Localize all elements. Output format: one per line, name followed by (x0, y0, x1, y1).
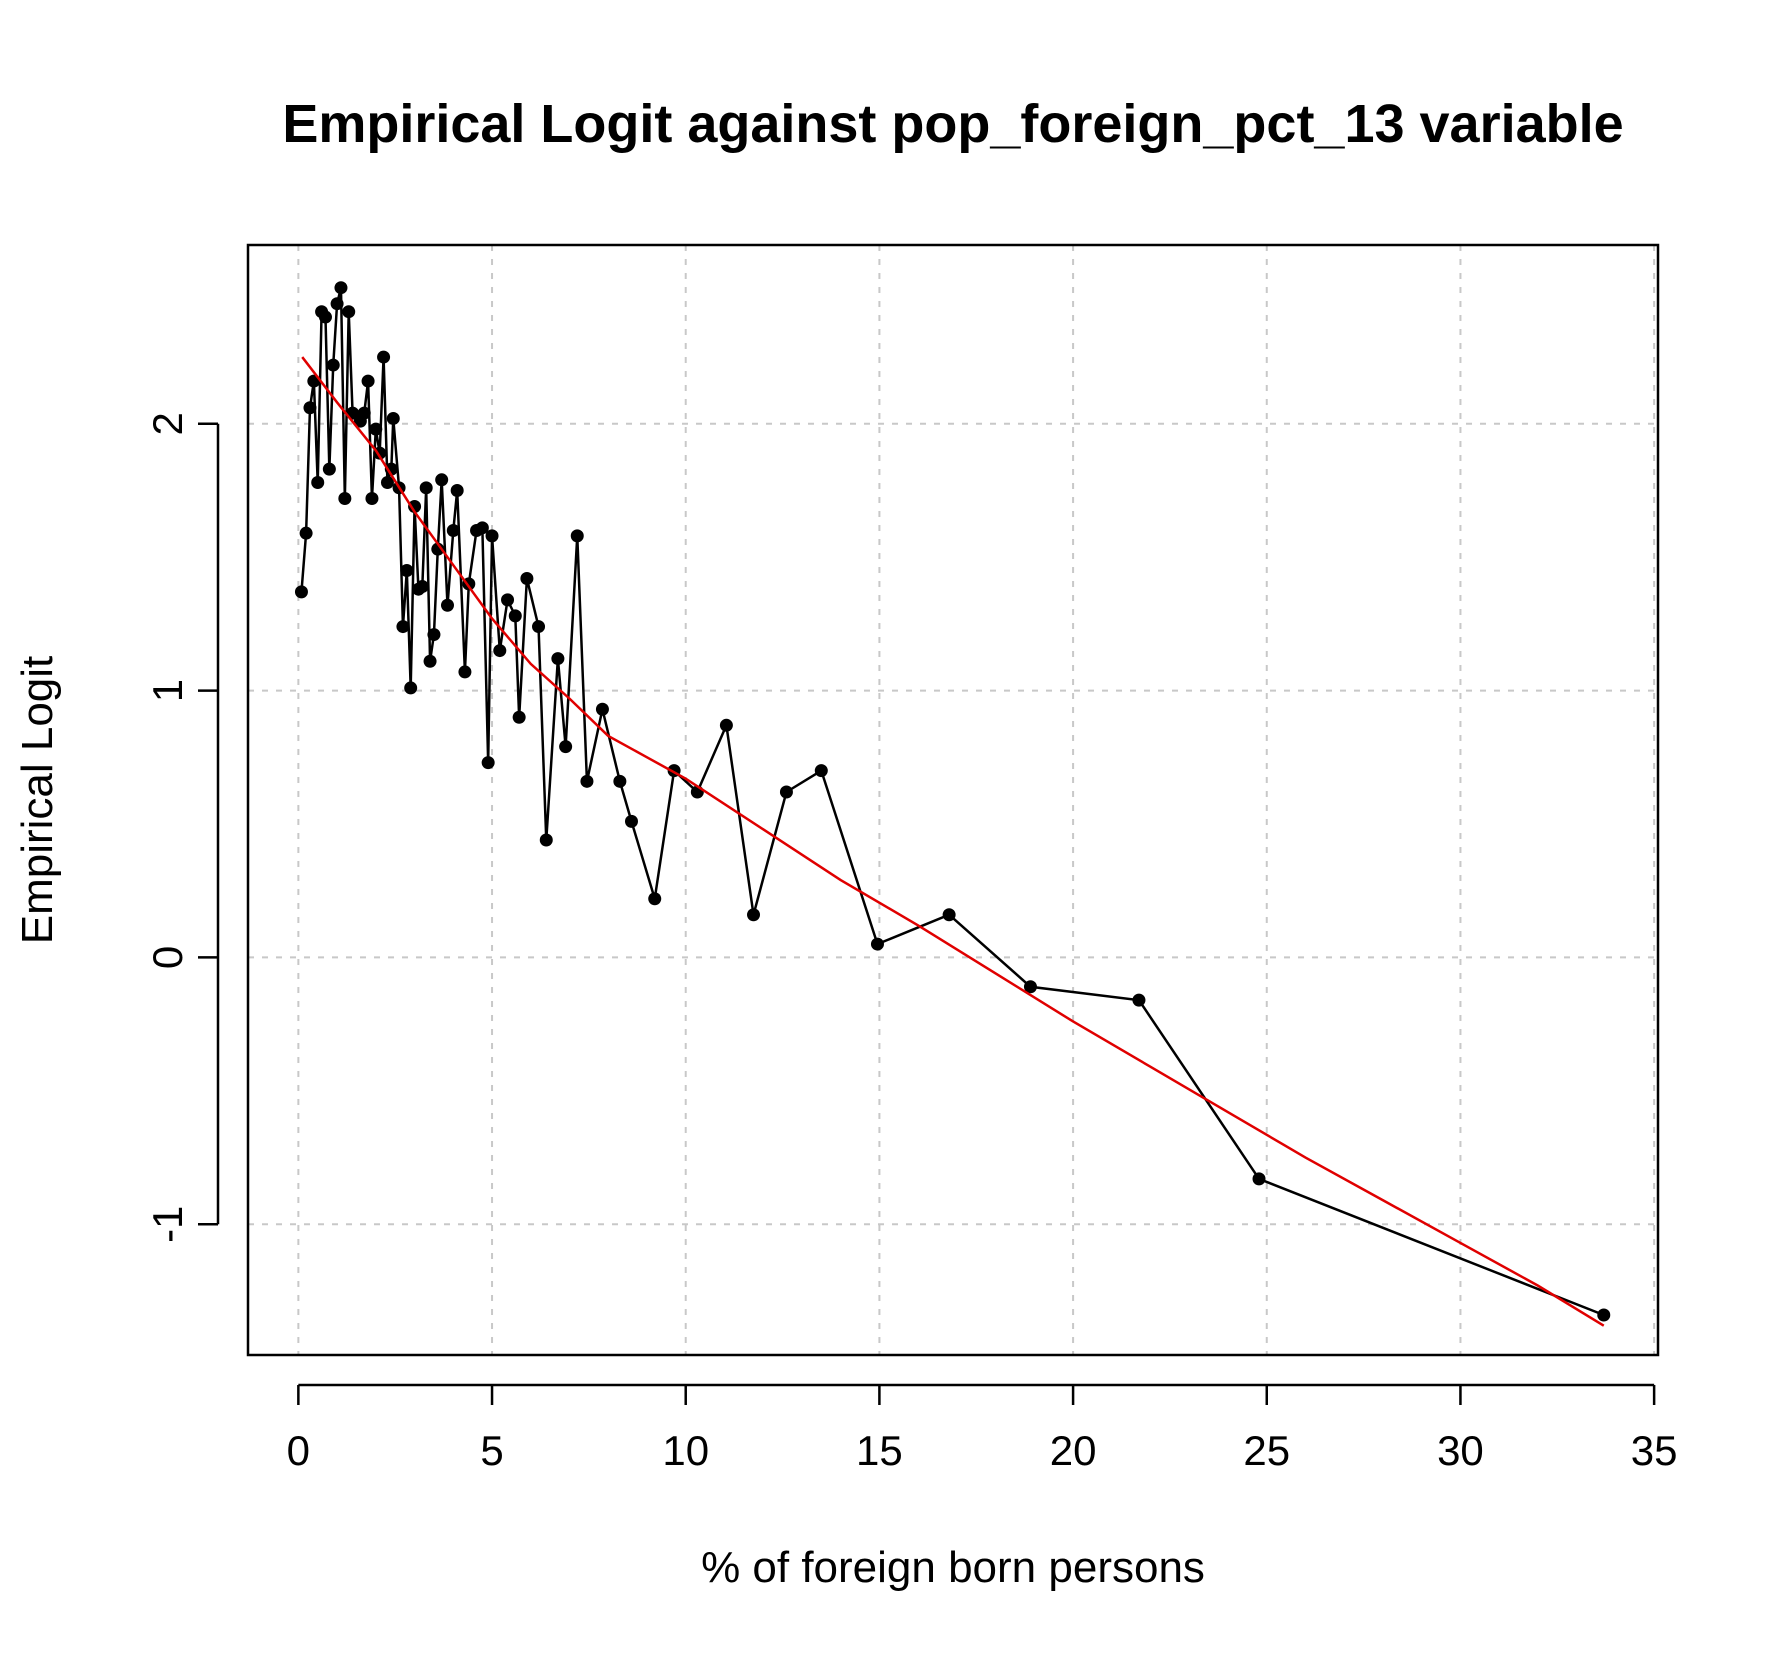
data-point (338, 491, 352, 505)
data-point (380, 475, 394, 489)
data-point (870, 937, 884, 951)
chart-title: Empirical Logit against pop_foreign_pct_… (282, 94, 1623, 154)
data-point (334, 281, 348, 295)
x-tick-label: 30 (1437, 1427, 1484, 1474)
data-point (408, 499, 422, 513)
data-point (532, 620, 546, 634)
data-point (299, 526, 313, 540)
x-tick-label: 20 (1050, 1427, 1097, 1474)
data-point (377, 350, 391, 364)
x-tick-label: 15 (856, 1427, 903, 1474)
data-point (357, 406, 371, 420)
y-tick-label: 1 (144, 679, 191, 702)
data-point (342, 305, 356, 319)
data-point (326, 358, 340, 372)
data-point (330, 297, 344, 311)
data-point (595, 702, 609, 716)
data-point (303, 401, 317, 415)
x-tick-label: 35 (1631, 1427, 1678, 1474)
data-point (365, 491, 379, 505)
data-point (431, 542, 445, 556)
data-point (559, 740, 573, 754)
data-point (512, 710, 526, 724)
data-point (779, 785, 793, 799)
data-point (415, 580, 429, 594)
data-point (440, 598, 454, 612)
smoothed-trend-line (301, 356, 1605, 1327)
x-axis: 0 5 10 15 20 25 30 35 (287, 1383, 1678, 1474)
data-point (311, 475, 325, 489)
data-point (551, 652, 565, 666)
y-tick-label: -1 (144, 1206, 191, 1243)
plot-frame (246, 243, 1660, 1357)
x-tick-label: 10 (662, 1427, 709, 1474)
data-point (520, 572, 534, 586)
data-point (450, 483, 464, 497)
data-point (427, 628, 441, 642)
data-point (570, 529, 584, 543)
data-point (396, 620, 410, 634)
data-point (747, 908, 761, 922)
data-point (942, 908, 956, 922)
y-axis: -1 0 1 2 (144, 412, 220, 1243)
data-point (400, 564, 414, 578)
data-point (719, 718, 733, 732)
x-axis-label: % of foreign born persons (701, 1543, 1205, 1592)
data-point (419, 481, 433, 495)
data-point (361, 374, 375, 388)
data-point (404, 681, 418, 695)
data-point (458, 665, 472, 679)
data-point (508, 609, 522, 623)
data-point (501, 593, 515, 607)
data-point (613, 774, 627, 788)
data-point (1023, 980, 1037, 994)
data-point (493, 644, 507, 658)
data-point (446, 524, 460, 538)
y-axis-label: Empirical Logit (13, 656, 62, 945)
data-point (423, 654, 437, 668)
data-series (294, 281, 1611, 1327)
data-point (814, 764, 828, 778)
x-tick-label: 25 (1243, 1427, 1290, 1474)
data-point (1132, 993, 1146, 1007)
x-tick-label: 5 (480, 1427, 503, 1474)
grid (248, 245, 1658, 1355)
data-point (481, 756, 495, 770)
data-point (475, 521, 489, 535)
data-point (318, 310, 332, 324)
data-point (386, 411, 400, 425)
data-point (539, 833, 553, 847)
data-point (1252, 1172, 1266, 1186)
data-point (1597, 1308, 1611, 1322)
data-point (435, 473, 449, 487)
y-tick-label: 0 (144, 946, 191, 969)
data-point (648, 892, 662, 906)
data-point (294, 585, 308, 599)
y-tick-label: 2 (144, 412, 191, 435)
data-point (384, 462, 398, 476)
data-point (322, 462, 336, 476)
data-point (580, 774, 594, 788)
data-point (485, 529, 499, 543)
x-tick-label: 0 (287, 1427, 310, 1474)
empirical-logit-line (300, 287, 1605, 1317)
data-point (624, 814, 638, 828)
data-point (369, 422, 383, 436)
